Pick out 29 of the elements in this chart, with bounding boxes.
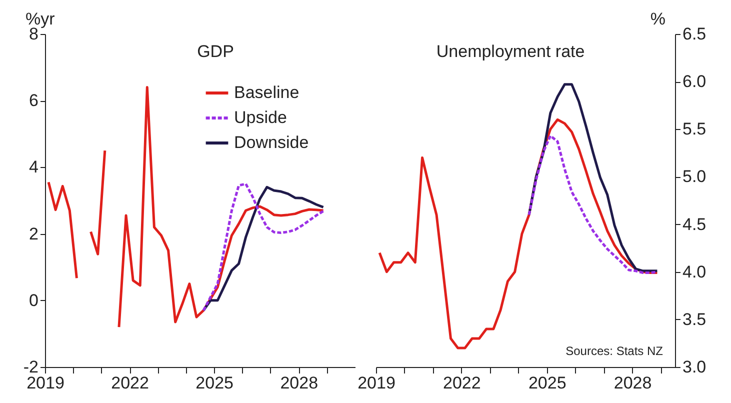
y-tick-label: -2 <box>23 358 38 376</box>
y-tick-label: 4.0 <box>682 262 706 282</box>
x-tick-label: 2025 <box>196 374 234 392</box>
chart-title: GDP <box>197 42 234 61</box>
y-tick-label: 2 <box>29 224 38 244</box>
x-tick-label: 2019 <box>26 374 64 392</box>
y-tick-label: 3.5 <box>682 310 706 329</box>
chart-title: Unemployment rate <box>436 42 585 61</box>
x-tick-label: 2022 <box>443 374 481 392</box>
legend-label: Upside <box>234 108 287 127</box>
annotation: Sources: Stats NZ <box>566 344 663 358</box>
y-tick-label: 0 <box>29 290 38 310</box>
y-tick-label: 5.0 <box>682 167 706 186</box>
x-tick-label: 2028 <box>280 374 318 392</box>
y-tick-label: 5.5 <box>682 120 706 139</box>
y-axis-title: % <box>650 10 666 28</box>
y-tick-label: 4.5 <box>682 214 706 234</box>
y-tick-label: 4 <box>29 158 38 177</box>
x-tick-label: 2025 <box>528 374 566 392</box>
legend-label: Downside <box>234 133 309 152</box>
y-tick-label: 6.0 <box>682 72 706 92</box>
line-series <box>528 134 658 274</box>
y-tick-label: 6.5 <box>682 24 706 44</box>
y-tick-label: 6 <box>29 91 38 110</box>
x-tick-label: 2028 <box>614 374 652 392</box>
x-tick-label: 2022 <box>111 374 149 392</box>
legend-label: Baseline <box>234 83 300 102</box>
x-tick-label: 2019 <box>358 374 396 392</box>
y-tick-label: 3.0 <box>682 358 706 376</box>
